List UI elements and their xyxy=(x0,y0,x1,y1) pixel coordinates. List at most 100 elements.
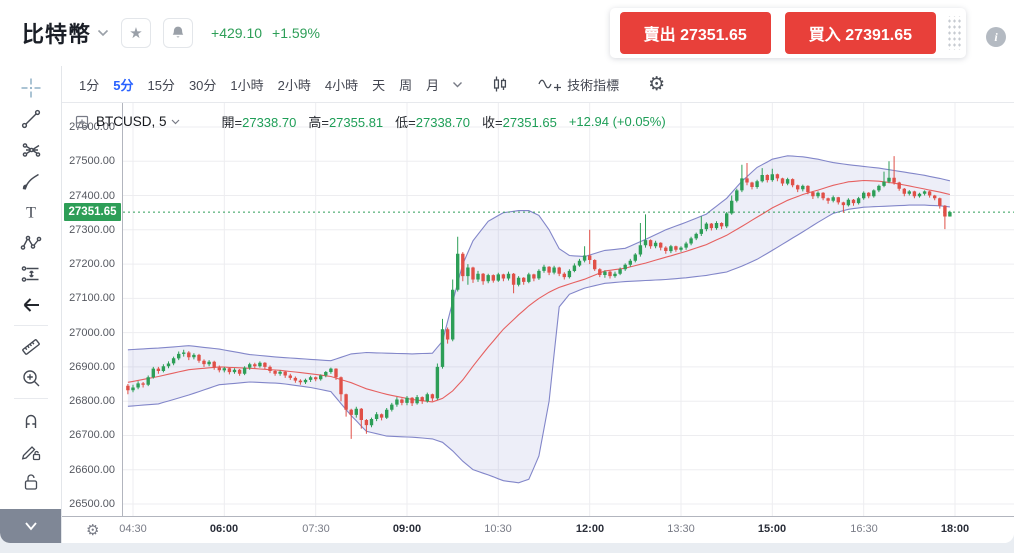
tool-drawing-lock[interactable] xyxy=(14,435,48,466)
arrow-left-icon xyxy=(23,297,39,312)
price-change-percent: +1.59% xyxy=(272,25,320,41)
tool-brush[interactable] xyxy=(14,165,48,196)
info-icon[interactable]: i xyxy=(986,27,1006,47)
indicator-wave-icon xyxy=(538,79,562,91)
price-axis-label: 26900.00 xyxy=(69,361,115,373)
sell-button[interactable]: 賣出 27351.65 xyxy=(619,12,771,54)
bollinger-lower-line xyxy=(127,204,950,484)
chart-region: 1分 5分 15分 30分 1小時 2小時 4小時天周月 技術指標 ⚙ 27600.00 27… xyxy=(62,66,1014,543)
indicators-label: 技術指標 xyxy=(567,77,620,93)
symbol-dropdown-caret[interactable] xyxy=(97,29,109,37)
timeframe-2小時[interactable]: 2小時 xyxy=(277,77,311,93)
candles-icon xyxy=(494,76,507,92)
xabcd-pattern-icon xyxy=(20,235,41,250)
toolbar-scroll-down[interactable] xyxy=(0,509,61,543)
timeframe-5分[interactable]: 5分 xyxy=(113,77,134,93)
price-axis-label: 26500.00 xyxy=(69,498,115,510)
alert-button[interactable] xyxy=(163,18,194,48)
timeframe-15分[interactable]: 15分 xyxy=(147,77,175,93)
chevron-down-icon xyxy=(97,29,109,37)
chart-body: 27600.00 27500.00 27400.00 27300.00 27200.00… xyxy=(62,103,1014,516)
legend-change: +12.94 (+0.05%) xyxy=(568,114,666,129)
chart-settings-button[interactable]: ⚙ xyxy=(642,72,671,97)
star-icon: ★ xyxy=(129,24,143,42)
interval-menu-caret[interactable] xyxy=(446,78,469,91)
chevron-down-icon xyxy=(24,522,37,531)
drag-handle[interactable] xyxy=(946,16,962,50)
time-axis-label: 13:30 xyxy=(667,523,695,535)
buy-button[interactable]: 買入 27391.65 xyxy=(784,12,936,54)
axis-settings-gear-icon[interactable]: ⚙ xyxy=(86,522,100,539)
chart-style-button[interactable] xyxy=(485,72,515,96)
bell-icon xyxy=(172,26,184,38)
ohlc-低: 低=27338.70 xyxy=(395,115,470,130)
toolbar-divider xyxy=(13,325,48,326)
lock-all-icon xyxy=(24,473,37,490)
time-axis-label: 18:00 xyxy=(940,523,970,535)
favorite-button[interactable]: ★ xyxy=(121,18,152,48)
timeframe-1分[interactable]: 1分 xyxy=(79,77,100,93)
current-price-tag: 27351.65 xyxy=(64,203,121,221)
price-axis-label: 26600.00 xyxy=(69,464,115,476)
bollinger-upper-line xyxy=(127,155,951,362)
time-axis-label: 07:30 xyxy=(302,523,330,535)
timeframe-周[interactable]: 周 xyxy=(399,77,413,93)
tool-text[interactable]: T xyxy=(14,196,48,227)
price-change: +429.10 xyxy=(211,25,263,41)
drawing-toolbar: T xyxy=(0,66,62,543)
price-axis[interactable]: 27600.00 27500.00 27400.00 27300.00 27200.00… xyxy=(62,103,123,516)
crosshair-icon xyxy=(21,78,40,97)
tool-fib-gann[interactable] xyxy=(14,134,48,165)
price-axis-label: 26800.00 xyxy=(69,395,115,407)
tool-lock-all[interactable] xyxy=(14,466,48,497)
tool-ruler[interactable] xyxy=(14,331,48,362)
tool-zoom-in[interactable] xyxy=(14,362,48,393)
buy-price: 27391.65 xyxy=(845,27,912,44)
ruler-icon xyxy=(21,338,40,355)
price-axis-label: 27200.00 xyxy=(69,258,115,270)
timeframe-4小時[interactable]: 4小時 xyxy=(324,77,359,93)
timeframe-30分[interactable]: 30分 xyxy=(188,77,217,93)
time-axis-label: 04:30 xyxy=(119,523,147,535)
timeframe-天[interactable]: 天 xyxy=(372,77,386,93)
bollinger-band-fill xyxy=(127,155,950,483)
chart-plot[interactable] xyxy=(123,103,1014,516)
brush-icon xyxy=(22,173,39,190)
drawing-lock-icon xyxy=(21,445,40,460)
zoom-in-icon xyxy=(22,369,39,386)
header: 比特幣 ★ +429.10 +1.59% 賣出 27351.65 買入 2739… xyxy=(0,0,1014,66)
svg-text:T: T xyxy=(26,204,36,221)
timeframe-1小時[interactable]: 1小時 xyxy=(230,77,264,93)
price-axis-label: 27100.00 xyxy=(69,292,115,304)
price-axis-label: 27600.00 xyxy=(69,121,115,133)
time-axis-label: 16:30 xyxy=(850,523,878,535)
time-axis-label: 06:00 xyxy=(209,523,239,535)
sell-label: 賣出 xyxy=(643,27,676,44)
time-axis[interactable]: ⚙ 04:30 06:00 07:30 09:00 10:30 12:00 13:30 15:… xyxy=(62,516,1014,543)
tool-crosshair[interactable] xyxy=(14,72,48,103)
price-axis-label: 26700.00 xyxy=(69,429,115,441)
sell-price: 27351.65 xyxy=(680,27,747,44)
ohlc-收: 收=27351.65 xyxy=(482,115,557,130)
tool-projection[interactable] xyxy=(14,258,48,289)
tool-arrow-left[interactable] xyxy=(14,289,48,320)
magnet-icon xyxy=(25,414,36,428)
price-axis-label: 27000.00 xyxy=(69,327,115,339)
ohlc-開: 開=27338.70 xyxy=(221,115,297,130)
tool-trend-line[interactable] xyxy=(14,103,48,134)
tool-magnet[interactable] xyxy=(14,404,48,435)
legend-symbol-interval: BTCUSD, 5 xyxy=(96,114,167,129)
ohlc-高: 高=27355.81 xyxy=(308,115,384,130)
buy-label: 買入 xyxy=(808,27,841,44)
indicators-button[interactable]: 技術指標 xyxy=(531,72,626,97)
expand-icon[interactable] xyxy=(75,115,89,129)
main-area: T 1分 5分 15分 30分 1小時 2小時 4小時天周月 技術指標 xyxy=(0,66,1014,543)
trade-panel: 賣出 27351.65 買入 27391.65 xyxy=(609,8,966,58)
time-axis-label: 10:30 xyxy=(484,523,512,535)
tool-xabcd-pattern[interactable] xyxy=(14,227,48,258)
ohlc-values: 開=27338.70 高=27355.81 低=27338.70 收=27351.65 xyxy=(222,112,569,131)
legend-caret[interactable] xyxy=(171,119,180,125)
timeframe-月[interactable]: 月 xyxy=(426,77,440,93)
price-axis-label: 27500.00 xyxy=(69,155,115,167)
